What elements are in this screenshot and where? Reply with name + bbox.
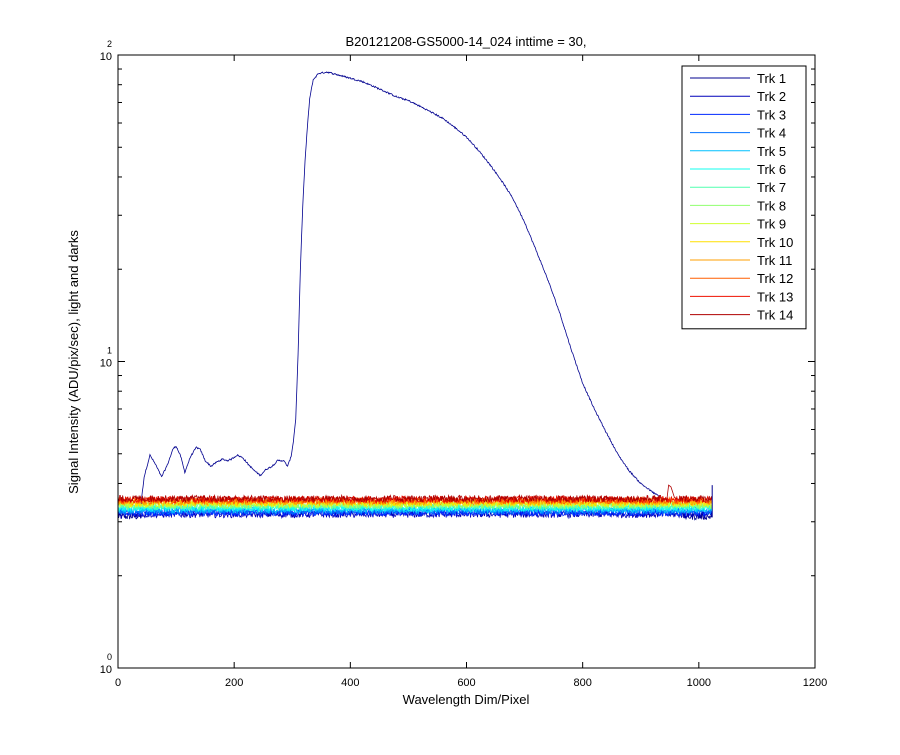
legend-label: Trk 14 <box>757 308 793 323</box>
legend: Trk 1 Trk 2 Trk 3 Trk 4 Trk 5 Trk 6 Trk 7 Trk 8… <box>681 65 807 330</box>
legend-label: Trk 11 <box>757 253 792 268</box>
legend-label: Trk 1 <box>757 71 786 86</box>
plot-frame <box>117 54 816 669</box>
x-tick-label: 0 <box>115 677 121 689</box>
x-tick-label: 800 <box>573 677 591 689</box>
x-tick-label: 1000 <box>687 677 711 689</box>
x-tick-label: 1200 <box>803 677 827 689</box>
legend-label: Trk 8 <box>757 198 786 213</box>
legend-label: Trk 6 <box>757 162 786 177</box>
x-tick-label: 600 <box>457 677 475 689</box>
y-tick-label: 10 <box>100 358 112 370</box>
legend-label: Trk 13 <box>757 289 793 304</box>
legend-label: Trk 2 <box>757 89 786 104</box>
legend-label: Trk 10 <box>757 235 793 250</box>
y-axis-label: Signal Intensity (ADU/pix/sec), light an… <box>66 230 81 494</box>
series-line-trk-14 <box>117 484 713 504</box>
chart-title: B20121208-GS5000-14_024 inttime = 30, <box>345 34 586 49</box>
legend-box <box>681 65 807 330</box>
y-tick-label: 10 <box>100 51 112 63</box>
legend-label: Trk 4 <box>757 126 786 141</box>
legend-label: Trk 12 <box>757 271 793 286</box>
y-tick-exponent: 0 <box>107 652 112 662</box>
legend-label: Trk 3 <box>757 107 786 122</box>
x-tick-label: 400 <box>341 677 359 689</box>
y-tick-exponent: 1 <box>107 346 112 356</box>
series-layer <box>117 71 713 521</box>
y-tick-exponent: 2 <box>107 39 112 49</box>
x-axis-label: Wavelength Dim/Pixel <box>403 692 530 707</box>
legend-label: Trk 7 <box>757 180 786 195</box>
y-tick-label: 10 <box>100 664 112 676</box>
legend-label: Trk 5 <box>757 144 786 159</box>
x-tick-label: 200 <box>225 677 243 689</box>
legend-label: Trk 9 <box>757 217 786 232</box>
series-line-trk-1 <box>117 71 713 521</box>
